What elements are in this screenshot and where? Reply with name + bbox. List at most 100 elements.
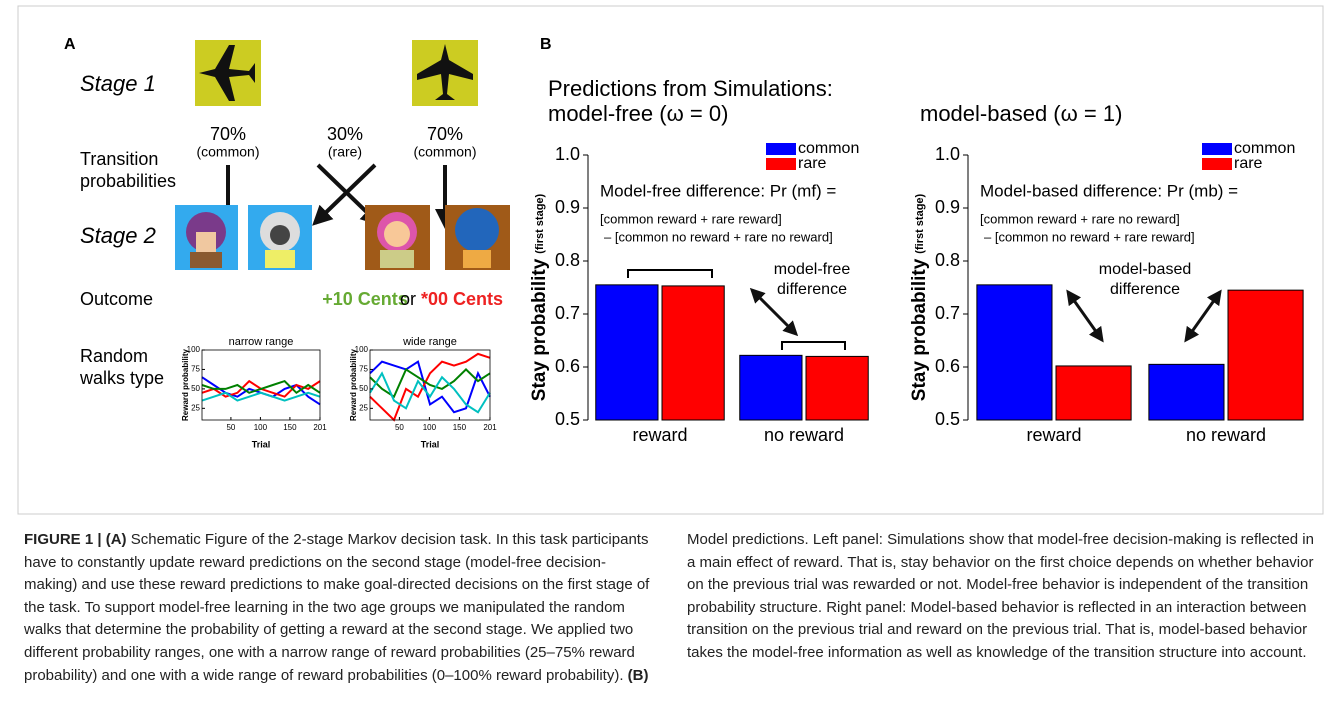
figure: A Stage 1 70% (common) 30% (rare) 70% (c…: [17, 5, 1324, 515]
outcome-loss: *00 Cents: [421, 289, 503, 309]
transition-pct: 30%: [327, 124, 363, 144]
plot-frame: [369, 349, 491, 421]
character-icon: [175, 205, 238, 270]
legend-swatch: [1202, 143, 1232, 155]
caption-part-label: (A): [105, 531, 127, 548]
bar: [661, 285, 725, 421]
formula: – [common no reward + rare no reward]: [604, 229, 833, 244]
outcome-win: +10 Cents: [322, 289, 408, 309]
annotation-arrow: [1184, 289, 1222, 343]
chart-title: model-based (ω = 1): [920, 101, 1122, 126]
legend-label: common: [798, 140, 859, 157]
y-axis-label: Reward probability: [349, 348, 358, 421]
legend-swatch: [766, 143, 796, 155]
x-tick-label: 100: [254, 423, 268, 432]
plane-icon: [195, 40, 261, 106]
formula: [common reward + rare reward]: [600, 211, 782, 226]
outcome-or: or: [400, 289, 416, 309]
y-axis-label-note: (first stage): [534, 193, 546, 253]
bar: [1148, 363, 1225, 421]
transition-pct: 70%: [427, 124, 463, 144]
bar: [1227, 289, 1304, 421]
y-tick-label: 75: [191, 365, 200, 374]
chart-title: wide range: [402, 336, 457, 348]
legend-label: rare: [798, 155, 827, 172]
x-tick-label: reward: [632, 425, 687, 445]
y-tick-label: 0.5: [935, 409, 960, 429]
annotation-bracket: [781, 341, 846, 350]
y-axis-label: Stay probability (first stage): [529, 193, 550, 401]
figure-caption: FIGURE 1 | (A) Schematic Figure of the 2…: [24, 529, 1314, 687]
annotation-bracket: [627, 269, 713, 278]
legend-label: common: [1234, 140, 1295, 157]
x-tick-label: 201: [313, 423, 327, 432]
series-line: [369, 371, 491, 414]
outcome-label: Outcome: [80, 289, 153, 309]
annotation-arrow: [1066, 289, 1104, 343]
series-line: [369, 367, 491, 399]
y-tick-label: 1.0: [555, 144, 580, 164]
x-tick-label: no reward: [764, 425, 844, 445]
x-axis-label: Trial: [421, 439, 440, 449]
stage-label: Stage 2: [80, 223, 156, 248]
annotation: Model-free difference: Pr (mf) =: [600, 181, 836, 200]
x-tick-label: 50: [226, 423, 235, 432]
character-icon: [248, 205, 312, 270]
y-tick-label: 0.5: [555, 409, 580, 429]
legend-swatch: [1202, 158, 1232, 170]
transition-kind: (rare): [328, 144, 362, 160]
chart-title: narrow range: [229, 336, 294, 348]
plot-frame: [201, 349, 321, 421]
difference-label: difference: [1110, 281, 1180, 298]
transition-pct: 70%: [210, 124, 246, 144]
y-axis-label: Reward probability: [181, 348, 190, 421]
y-tick-label: 25: [359, 403, 368, 412]
difference-label: model-based: [1099, 261, 1192, 278]
y-axis-label-main: Stay probability: [529, 258, 550, 401]
series-line: [201, 379, 321, 395]
bar: [739, 354, 803, 421]
transition-label: probabilities: [80, 171, 176, 191]
y-tick-label: 0.7: [935, 303, 960, 323]
y-tick-label: 0.8: [555, 250, 580, 270]
annotation: Model-based difference: Pr (mb) =: [980, 181, 1238, 200]
y-tick-label: 0.6: [555, 356, 580, 376]
x-tick-label: no reward: [1186, 425, 1266, 445]
panel-heading: Predictions from Simulations:: [548, 76, 833, 101]
series-line: [201, 391, 321, 402]
random-walks-label: Random: [80, 346, 148, 366]
x-tick-label: reward: [1026, 425, 1081, 445]
y-tick-label: 100: [355, 345, 369, 354]
x-tick-label: 50: [395, 423, 404, 432]
y-tick-label: 75: [359, 365, 368, 374]
series-line: [201, 376, 321, 406]
difference-label: model-free: [774, 261, 851, 278]
transition-kind: (common): [413, 144, 476, 160]
transition-kind: (common): [196, 144, 259, 160]
legend-swatch: [766, 158, 796, 170]
x-tick-label: 150: [283, 423, 297, 432]
character-icon: [365, 205, 430, 270]
y-tick-label: 0.7: [555, 303, 580, 323]
y-axis-label: Stay probability (first stage): [909, 193, 930, 401]
caption-label: FIGURE 1 |: [24, 531, 102, 548]
x-axis-label: Trial: [252, 439, 271, 449]
stage-label: Stage 1: [80, 71, 156, 96]
series-line: [369, 360, 491, 414]
formula: – [common no reward + rare reward]: [984, 229, 1195, 244]
bar: [1055, 365, 1132, 421]
y-tick-label: 50: [359, 384, 368, 393]
annotation-arrow: [749, 287, 799, 337]
y-tick-label: 1.0: [935, 144, 960, 164]
random-walks-label: walks type: [79, 368, 164, 388]
bar: [805, 355, 869, 421]
figure-frame: [17, 5, 1324, 515]
y-axis-label-main: Stay probability: [909, 258, 930, 401]
formula: [common reward + rare no reward]: [980, 211, 1180, 226]
chart-title: model-free (ω = 0): [548, 101, 728, 126]
y-axis-label-note: (first stage): [914, 193, 926, 253]
x-tick-label: 100: [423, 423, 437, 432]
panel-label: A: [64, 36, 76, 53]
caption-text: Schematic Figure of the 2-stage Markov d…: [24, 531, 650, 684]
